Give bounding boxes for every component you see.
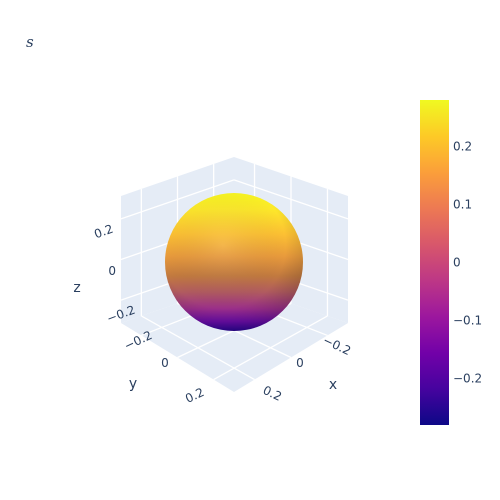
sphere-surface bbox=[165, 193, 303, 331]
y-tick-label: 0.2 bbox=[183, 385, 206, 406]
x-tick-label: 0.2 bbox=[261, 383, 284, 404]
colorbar-tick-label: 0 bbox=[453, 256, 461, 270]
colorbar-tick-label: −0.2 bbox=[453, 372, 482, 386]
colorbar: 0.2 0.1 0 −0.1 −0.2 bbox=[420, 100, 482, 425]
z-axis-title: z bbox=[73, 280, 80, 296]
y-tick-label: −0.2 bbox=[122, 328, 154, 353]
colorbar-tick-label: 0.2 bbox=[453, 139, 472, 153]
colorbar-gradient bbox=[420, 100, 449, 425]
y-axis-title: y bbox=[129, 376, 137, 392]
chart-title: s bbox=[26, 33, 34, 51]
z-tick-label: 0 bbox=[108, 264, 116, 278]
sphere-shading bbox=[165, 193, 303, 331]
colorbar-tick-label: 0.1 bbox=[453, 197, 472, 211]
grid-line bbox=[213, 315, 328, 381]
z-tick-label: 0.2 bbox=[92, 222, 115, 242]
colorbar-tick-label: −0.1 bbox=[453, 314, 482, 328]
colorbar-ticks: 0.2 0.1 0 −0.1 −0.2 bbox=[453, 139, 482, 386]
y-axis: −0.2 0 0.2 y bbox=[122, 328, 206, 406]
x-tick-label: 0 bbox=[296, 356, 304, 370]
y-tick-label: 0 bbox=[161, 356, 169, 370]
scene-floor bbox=[121, 284, 348, 392]
x-tick-label: −0.2 bbox=[321, 333, 353, 358]
x-axis-title: x bbox=[329, 377, 337, 393]
